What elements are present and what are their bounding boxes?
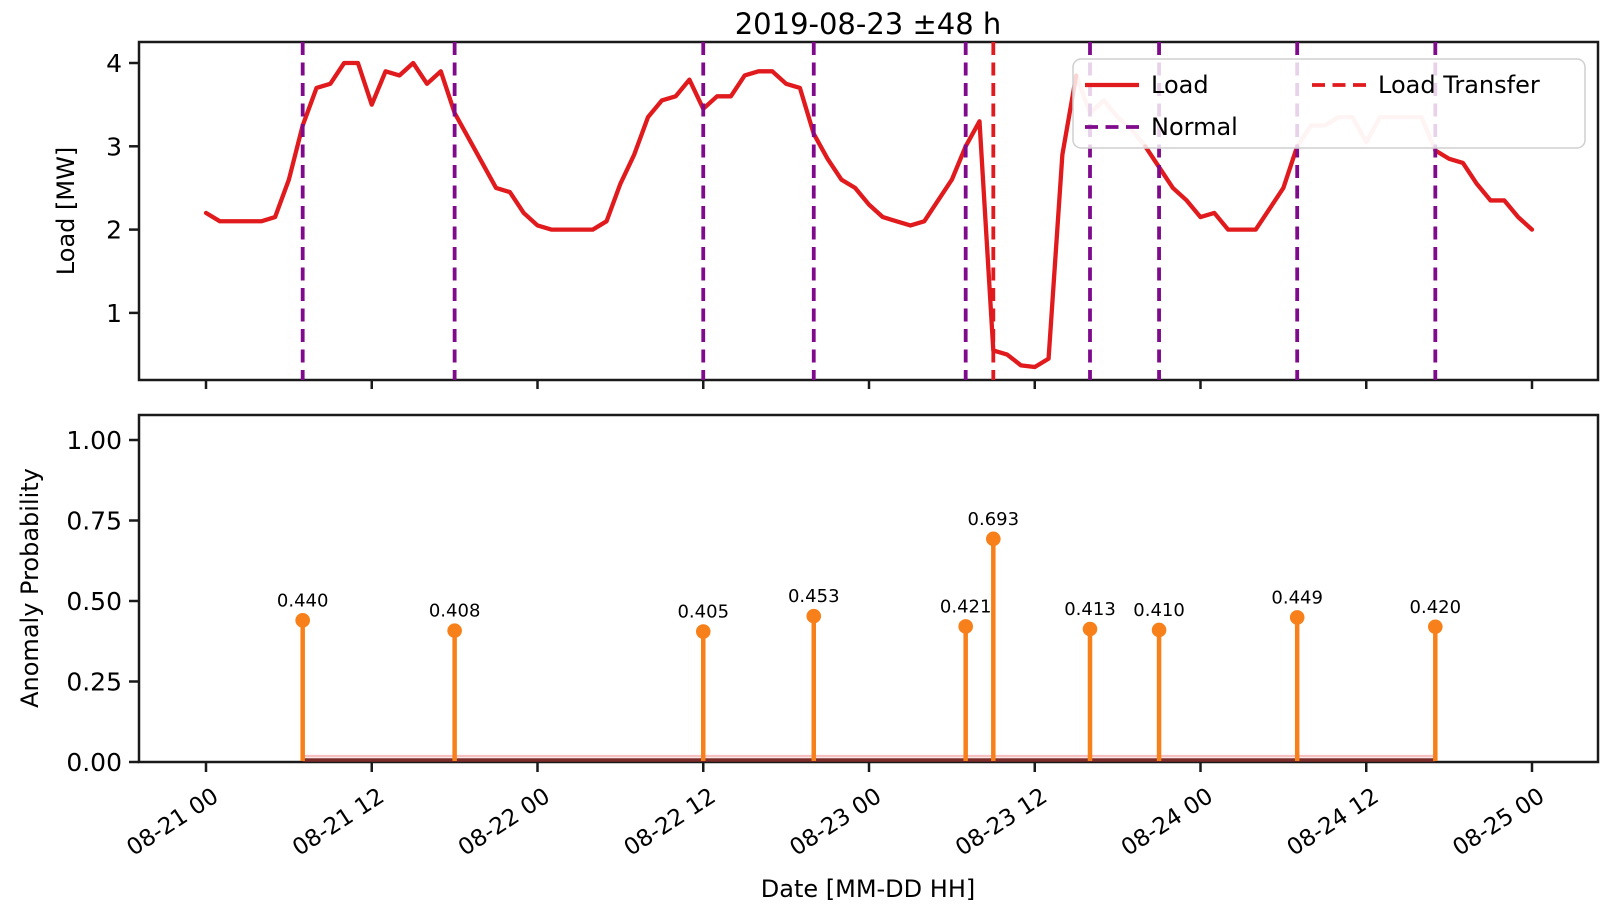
anomaly-value-label: 0.420	[1410, 597, 1462, 618]
top-y-tick-label: 3	[106, 132, 122, 161]
bottom-y-tick-label: 0.00	[66, 748, 122, 777]
bottom-y-tick-label: 1.00	[66, 426, 122, 455]
top-y-tick-label: 2	[106, 216, 122, 245]
legend: Load Normal Load Transfer	[1072, 58, 1586, 149]
legend-normal-label: Normal	[1151, 113, 1238, 141]
anomaly-marker	[1428, 619, 1443, 635]
anomaly-marker	[295, 613, 310, 628]
anomaly-value-label: 0.421	[940, 596, 992, 617]
bottom-x-tick-label: 08-21 00	[122, 783, 223, 861]
bottom-plot-frame	[137, 413, 1600, 764]
bottom-x-tick-label: 08-24 12	[1283, 783, 1384, 861]
anomaly-marker	[447, 623, 462, 638]
bottom-x-tick-label: 08-23 00	[785, 783, 886, 861]
x-axis-label: Date [MM-DD HH]	[761, 875, 975, 903]
bottom-x-tick-label: 08-21 12	[288, 783, 389, 861]
anomaly-marker	[695, 624, 711, 639]
anomaly-marker	[958, 619, 973, 634]
legend-load-label: Load	[1151, 71, 1209, 99]
bottom-x-tick-label: 08-25 00	[1448, 783, 1549, 861]
bottom-x-tick-label: 08-24 00	[1117, 783, 1218, 861]
bottom-x-tick-label: 08-22 12	[620, 783, 721, 861]
bottom-x-tick-label: 08-22 00	[454, 783, 555, 861]
bottom-x-tick-label: 08-23 12	[951, 783, 1052, 861]
anomaly-marker	[1289, 610, 1305, 625]
bottom-y-axis-label: Anomaly Probability	[16, 468, 44, 708]
load-line-segment	[1143, 144, 1300, 232]
anomaly-marker	[806, 608, 822, 624]
load-line-segment	[1433, 148, 1535, 232]
anomaly-value-label: 0.693	[968, 509, 1020, 530]
top-y-axis-label: Load [MW]	[52, 147, 80, 275]
anomaly-marker	[1082, 621, 1098, 637]
bottom-y-tick-label: 0.75	[66, 507, 122, 536]
legend-load-transfer-label: Load Transfer	[1378, 71, 1540, 99]
top-y-tick-label: 4	[106, 49, 122, 78]
anomaly-marker	[986, 531, 1001, 547]
bottom-y-tick-label: 0.50	[66, 587, 122, 616]
load-line-segment	[203, 60, 1079, 370]
legend-box	[1072, 58, 1586, 149]
anomaly-value-label: 0.453	[788, 586, 840, 607]
anomaly-value-label: 0.440	[277, 590, 329, 611]
data-layer: 0.440 0.408 0.405 0.453 0.421 0.693 0.413 0.410…	[203, 42, 1535, 762]
figure-title: 2019-08-23 ±48 h	[735, 7, 1002, 41]
top-y-tick-label: 1	[106, 299, 122, 328]
anomaly-value-label: 0.405	[677, 602, 729, 623]
anomaly-value-label: 0.410	[1133, 600, 1185, 621]
anomaly-marker	[1151, 622, 1167, 638]
anomaly-value-label: 0.413	[1064, 599, 1116, 620]
bottom-y-tick-label: 0.25	[66, 668, 122, 697]
anomaly-value-label: 0.449	[1271, 587, 1323, 608]
anomaly-value-label: 0.408	[429, 601, 481, 622]
